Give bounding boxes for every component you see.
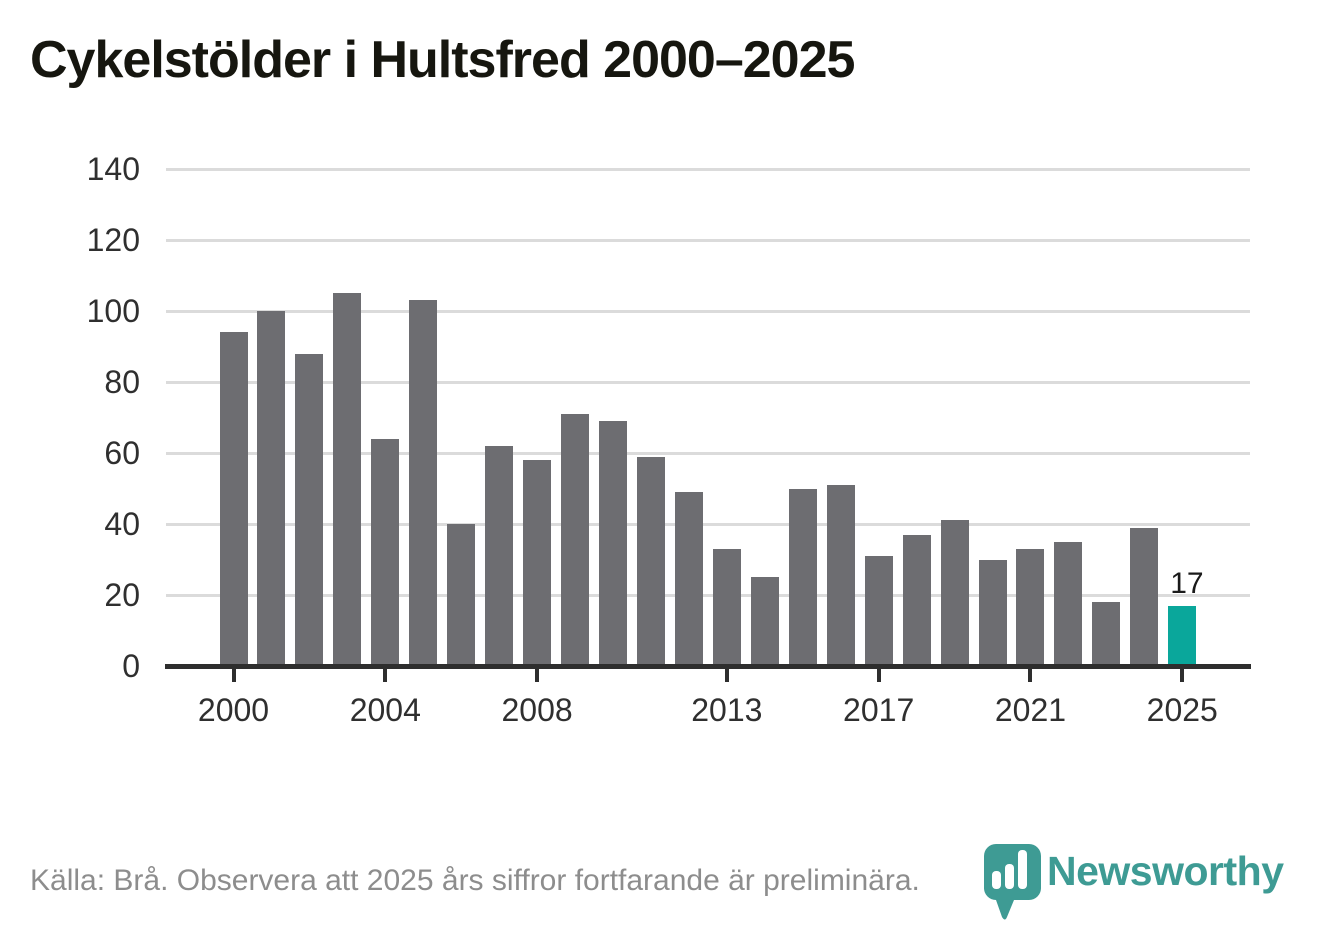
x-axis-label-2004: 2004 [349,692,421,728]
x-axis-label-2017: 2017 [843,692,915,728]
bar-2014 [750,577,779,666]
x-axis-label-2000: 2000 [197,692,270,728]
x-axis-tick-2021 [1028,669,1033,682]
bar-2005 [409,300,438,666]
bar-2023 [1092,602,1121,666]
gridline-100 [166,310,1250,313]
plot-area [165,168,1251,682]
y-axis-label-140: 140 [86,151,140,187]
bar-2020 [978,559,1007,666]
y-axis-label-0: 0 [122,648,140,684]
x-axis-label-2013: 2013 [691,692,763,728]
chart-title: Cykelstölder i Hultsfred 2000–2025 [30,31,855,89]
x-axis-tick-2013 [724,669,729,682]
y-axis-label-80: 80 [104,364,140,400]
bar-2025 [1168,605,1197,666]
gridline-20 [166,594,1250,597]
x-axis-tick-2017 [876,669,881,682]
bar-2002 [295,353,324,666]
bar-2021 [1016,548,1045,666]
bar-2003 [333,293,362,666]
newsworthy-logo-icon [984,844,1041,920]
bar-2004 [371,438,400,666]
bar-value-label: 17 [1170,566,1204,600]
bar-2017 [864,555,893,666]
x-axis-label-2021: 2021 [994,692,1067,728]
bar-2009 [561,413,590,666]
y-axis-label-60: 60 [104,435,140,471]
bar-2001 [257,311,286,666]
bar-2010 [599,421,627,666]
gridline-120 [166,239,1250,242]
bar-2006 [447,524,476,666]
gridline-80 [166,381,1250,384]
gridline-40 [166,523,1250,526]
bar-2007 [485,445,514,666]
bar-2008 [523,460,552,666]
bar-2024 [1130,527,1159,666]
y-axis-label-100: 100 [86,293,140,329]
bar-2015 [788,488,817,666]
x-axis-tick-2000 [231,669,236,682]
x-axis-tick-2025 [1180,669,1185,682]
y-axis-label-40: 40 [104,506,140,542]
bar-2012 [674,492,703,666]
bar-2011 [636,456,665,666]
bar-2013 [712,548,741,666]
x-axis-line [165,664,1251,669]
gridline-60 [166,452,1250,455]
y-axis-label-20: 20 [104,577,140,613]
bar-2018 [902,534,931,666]
bar-2019 [940,520,969,666]
x-axis-label-2008: 2008 [501,692,573,728]
bar-2016 [826,484,855,666]
bar-2022 [1054,541,1083,666]
x-axis-tick-2008 [535,669,540,682]
source-note: Källa: Brå. Observera att 2025 års siffr… [30,864,920,897]
newsworthy-wordmark: Newsworthy [1047,848,1284,894]
x-axis-label-2025: 2025 [1146,692,1218,728]
x-axis-tick-2004 [383,669,388,682]
bar-2000 [219,332,248,666]
gridline-140 [166,168,1250,171]
y-axis-label-120: 120 [86,222,140,258]
